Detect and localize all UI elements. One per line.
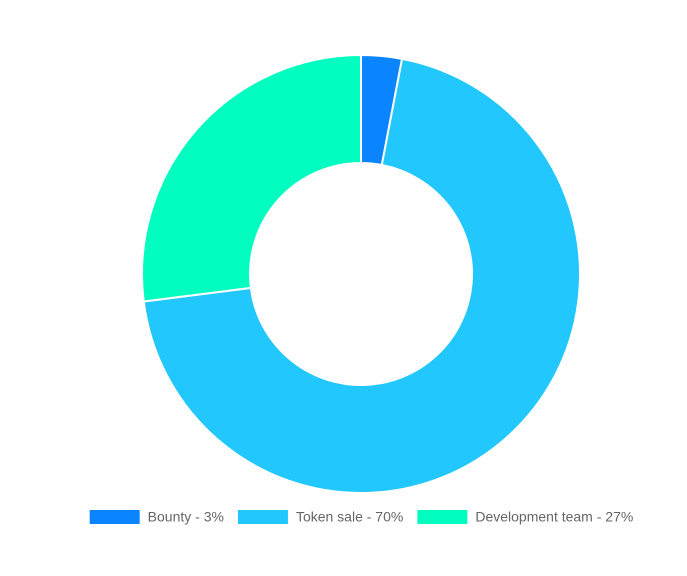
legend-swatch [417,510,468,524]
doughnut-slice [142,57,581,494]
legend-label: Bounty - 3% [148,509,224,525]
legend-swatch [89,510,140,524]
legend-label: Development team - 27% [475,509,633,525]
legend-label: Token sale - 70% [296,509,403,525]
legend-swatch [237,510,288,524]
doughnut-slice [141,53,362,303]
